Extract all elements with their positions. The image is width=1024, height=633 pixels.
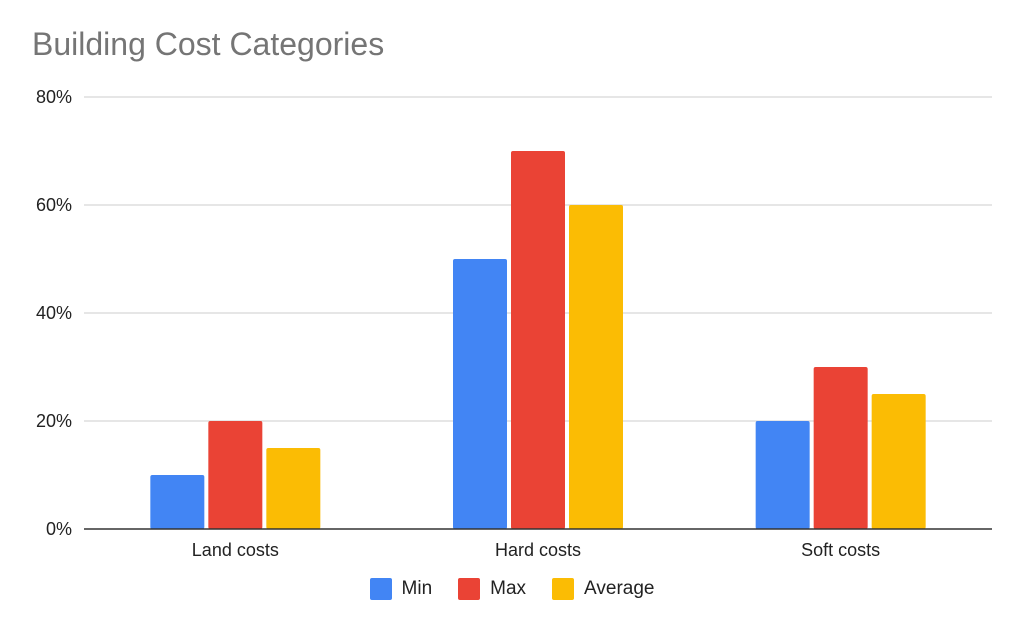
bar-min-land-costs [150, 475, 205, 529]
bar-average-hard-costs [569, 205, 623, 529]
bar-max-soft-costs [813, 367, 868, 529]
y-tick-label: 0% [46, 519, 72, 539]
bar-min-hard-costs [453, 259, 507, 529]
legend-swatch [552, 578, 575, 600]
legend-label: Max [490, 578, 527, 599]
bar-max-land-costs [208, 421, 263, 529]
legend-label: Average [584, 578, 655, 599]
x-axis-ticks: Land costs Hard costs Soft costs [192, 540, 880, 560]
y-tick-label: 40% [36, 303, 72, 323]
bars [150, 151, 926, 529]
y-axis-ticks: 0% 20% 40% 60% 80% [36, 87, 72, 539]
bar-average-land-costs [266, 448, 321, 529]
x-tick-label: Land costs [192, 540, 279, 560]
bar-average-soft-costs [871, 394, 926, 529]
legend-item-max: Max [458, 578, 526, 600]
legend-item-min: Min [369, 578, 433, 600]
y-tick-label: 80% [36, 87, 72, 107]
x-tick-label: Hard costs [495, 540, 581, 560]
legend-swatch [369, 578, 392, 600]
bar-min-soft-costs [755, 421, 810, 529]
y-tick-label: 60% [36, 195, 72, 215]
legend-item-average: Average [552, 578, 654, 600]
x-tick-label: Soft costs [801, 540, 880, 560]
legend-swatch [458, 578, 481, 600]
y-tick-label: 20% [36, 411, 72, 431]
legend: Min Max Average [0, 578, 1024, 600]
chart-title: Building Cost Categories [32, 26, 385, 62]
bar-max-hard-costs [511, 151, 565, 529]
legend-label: Min [401, 578, 433, 599]
